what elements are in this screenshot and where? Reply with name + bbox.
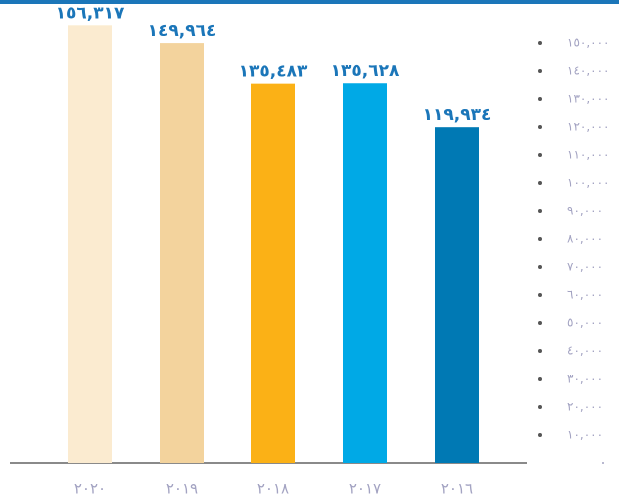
y-tick-label: ١٣٠,٠٠٠ xyxy=(567,92,610,106)
bar xyxy=(435,127,479,463)
tick-mark xyxy=(538,321,542,325)
x-tick-label: ٢٠١٨ xyxy=(257,480,289,498)
tick-mark xyxy=(538,41,542,45)
tick-mark xyxy=(538,125,542,129)
data-label: ١٣٥,٦٢٨ xyxy=(331,61,400,81)
tick-mark xyxy=(538,265,542,269)
bar xyxy=(343,83,387,463)
tick-mark xyxy=(538,349,542,353)
tick-mark xyxy=(538,181,542,185)
bar xyxy=(68,25,112,463)
x-tick-label: ٢٠٢٠ xyxy=(74,480,106,498)
tick-mark xyxy=(538,405,542,409)
data-label: ١٤٩,٩٦٤ xyxy=(148,21,217,41)
y-tick-label: ٦٠,٠٠٠ xyxy=(567,288,603,302)
y-tick-label: ٣٠,٠٠٠ xyxy=(567,372,603,386)
tick-mark xyxy=(538,69,542,73)
bar xyxy=(160,43,204,463)
y-tick-label: ٨٠,٠٠٠ xyxy=(567,232,603,246)
tick-mark xyxy=(538,377,542,381)
tick-mark xyxy=(538,237,542,241)
y-tick-label: ١٠٠,٠٠٠ xyxy=(567,176,610,190)
x-tick-label: ٢٠١٧ xyxy=(349,480,381,498)
y-tick-label: ١٥٠,٠٠٠ xyxy=(567,36,610,50)
tick-mark xyxy=(538,153,542,157)
top-rule xyxy=(0,0,619,4)
tick-mark xyxy=(538,209,542,213)
y-tick-label: ٥٠,٠٠٠ xyxy=(567,316,603,330)
y-tick-label: ١٤٠,٠٠٠ xyxy=(567,64,610,78)
x-tick-label: ٢٠١٦ xyxy=(441,480,473,498)
data-label: ١٣٥,٤٨٣ xyxy=(239,62,308,82)
y-tick-label: ٩٠,٠٠٠ xyxy=(567,204,603,218)
tick-mark xyxy=(538,97,542,101)
tick-mark xyxy=(538,433,542,437)
tick-mark xyxy=(538,293,542,297)
x-tick-label: ٢٠١٩ xyxy=(166,480,198,498)
y-tick-label: ١١٠,٠٠٠ xyxy=(567,148,610,162)
data-label: ١١٩,٩٣٤ xyxy=(423,105,492,125)
y-tick-label: ٤٠,٠٠٠ xyxy=(567,344,603,358)
data-label: ١٥٦,٣١٧ xyxy=(56,3,125,23)
y-tick-label: ١٢٠,٠٠٠ xyxy=(567,120,610,134)
y-tick-label: ١٠,٠٠٠ xyxy=(567,428,603,442)
bar xyxy=(251,83,295,464)
y-tick-label: ٢٠,٠٠٠ xyxy=(567,400,603,414)
tick-mark xyxy=(602,462,604,464)
y-tick-label: ٧٠,٠٠٠ xyxy=(567,260,603,274)
